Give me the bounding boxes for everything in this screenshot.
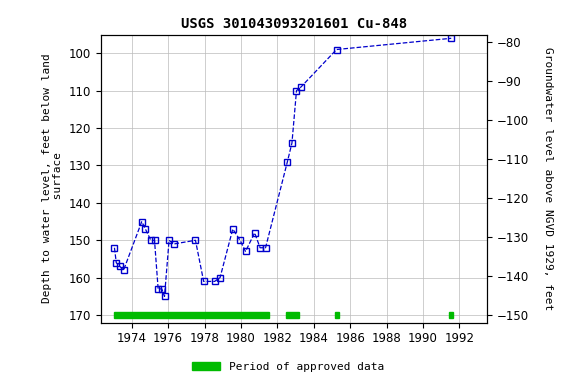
Bar — [113, 313, 269, 318]
Legend: Period of approved data: Period of approved data — [188, 358, 388, 377]
Bar — [449, 313, 453, 318]
Title: USGS 301043093201601 Cu-848: USGS 301043093201601 Cu-848 — [181, 17, 407, 31]
Bar — [286, 313, 299, 318]
Y-axis label: Groundwater level above NGVD 1929, feet: Groundwater level above NGVD 1929, feet — [543, 47, 552, 310]
Y-axis label: Depth to water level, feet below land
 surface: Depth to water level, feet below land su… — [41, 54, 63, 303]
Bar — [335, 313, 339, 318]
